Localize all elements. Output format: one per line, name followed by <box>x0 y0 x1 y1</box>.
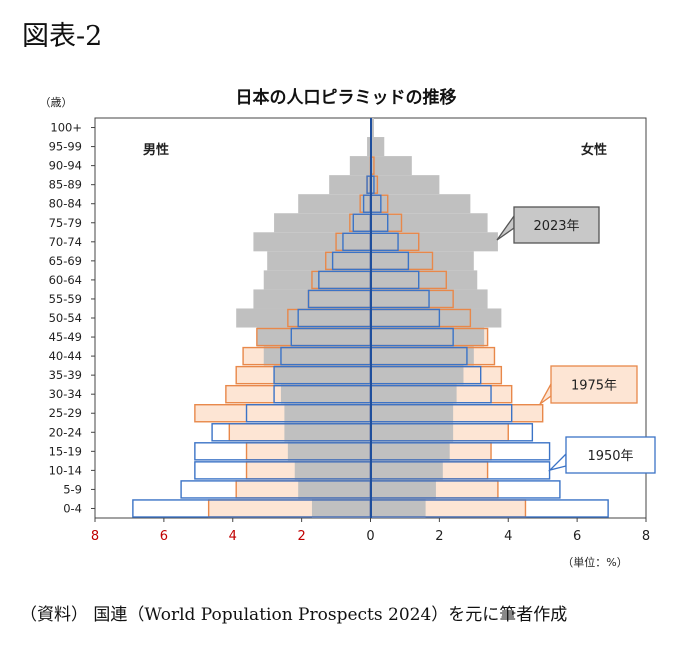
age-label-75-79: 75-79 <box>49 216 82 230</box>
x-tick-label: 4 <box>229 529 237 544</box>
age-label-30-34: 30-34 <box>49 387 82 401</box>
bar-2023年-male-5-9 <box>298 479 371 499</box>
population-pyramid-chart: 日本の人口ピラミッドの推移 （歳） 0-4 5-9 10-14 15-19 20-24 2… <box>40 87 656 569</box>
age-label-15-19: 15-19 <box>49 444 82 458</box>
bar-2023年-female-60-64 <box>370 270 478 290</box>
age-axis-label: （歳） <box>40 96 73 109</box>
age-label-5-9: 5-9 <box>63 482 82 496</box>
bar-2023年-female-100+ <box>370 118 374 138</box>
age-label-50-54: 50-54 <box>49 311 82 325</box>
x-tick-label: 2 <box>435 529 443 544</box>
x-tick-label: 2 <box>297 529 305 544</box>
callout-pointer-1975年 <box>539 383 552 405</box>
age-label-65-69: 65-69 <box>49 254 82 268</box>
age-label-95-99: 95-99 <box>49 140 82 154</box>
bar-2023年-female-85-89 <box>370 175 440 195</box>
age-label-80-84: 80-84 <box>49 197 82 211</box>
callout-box-2023年 <box>513 206 600 244</box>
age-label-55-59: 55-59 <box>49 292 82 306</box>
x-tick-label: 6 <box>573 529 581 544</box>
bar-2023年-female-70-74 <box>370 232 498 252</box>
age-label-0-4: 0-4 <box>63 501 82 515</box>
bar-2023年-female-5-9 <box>370 479 436 499</box>
bar-2023年-male-40-44 <box>263 346 371 366</box>
bar-2023年-female-0-4 <box>370 498 426 518</box>
bar-2023年-female-15-19 <box>370 441 450 461</box>
bar-2023年-female-10-14 <box>370 460 443 480</box>
unit-label: （単位：%） <box>562 555 627 569</box>
bar-2023年-male-55-59 <box>253 289 371 309</box>
callout-pointer-1950年 <box>547 452 567 472</box>
bar-2023年-male-70-74 <box>253 232 371 252</box>
callout-label-1950年: 1950年 <box>587 449 633 464</box>
bar-2023年-female-25-29 <box>370 403 454 423</box>
bar-2023年-female-20-24 <box>370 422 454 442</box>
age-label-100+: 100+ <box>50 121 82 135</box>
bar-2023年-male-75-79 <box>274 213 371 233</box>
bar-2023年-male-95-99 <box>367 137 371 157</box>
bar-2023年-female-40-44 <box>370 346 474 366</box>
bar-2023年-female-90-94 <box>370 156 412 176</box>
bar-2023年-male-50-54 <box>236 308 371 328</box>
bar-2023年-male-45-49 <box>256 327 371 347</box>
age-label-40-44: 40-44 <box>49 349 82 363</box>
bar-2023年-female-35-39 <box>370 365 464 385</box>
age-label-90-94: 90-94 <box>49 159 82 173</box>
bar-2023年-male-60-64 <box>263 270 371 290</box>
bar-2023年-male-30-34 <box>280 384 371 404</box>
age-label-70-74: 70-74 <box>49 235 82 249</box>
x-tick-label: 6 <box>160 529 168 544</box>
bar-2023年-male-0-4 <box>311 498 371 518</box>
bar-2023年-male-10-14 <box>294 460 371 480</box>
bar-2023年-male-80-84 <box>298 194 371 214</box>
bar-2023年-male-25-29 <box>284 403 371 423</box>
bar-2023年-male-90-94 <box>349 156 371 176</box>
chart-title: 日本の人口ピラミッドの推移 <box>236 87 457 108</box>
bar-2023年-male-35-39 <box>274 365 371 385</box>
callout-label-1975年: 1975年 <box>571 379 617 394</box>
x-tick-label: 0 <box>366 529 374 544</box>
x-tick-label: 8 <box>91 529 99 544</box>
callout-box-1950年 <box>565 436 656 474</box>
bar-2023年-male-15-19 <box>287 441 371 461</box>
bar-2023年-female-95-99 <box>370 137 385 157</box>
bar-2023年-male-65-69 <box>267 251 371 271</box>
bar-2023年-female-30-34 <box>370 384 457 404</box>
age-label-10-14: 10-14 <box>49 463 82 477</box>
callout-pointer-2023年 <box>496 213 515 241</box>
age-label-60-64: 60-64 <box>49 273 82 287</box>
age-label-35-39: 35-39 <box>49 368 82 382</box>
age-label-25-29: 25-29 <box>49 406 82 420</box>
age-label-45-49: 45-49 <box>49 330 82 344</box>
age-label-20-24: 20-24 <box>49 425 82 439</box>
age-label-85-89: 85-89 <box>49 178 82 192</box>
bar-2023年-female-50-54 <box>370 308 502 328</box>
x-tick-label: 8 <box>642 529 650 544</box>
callout-box-1975年 <box>550 365 638 404</box>
callout-label-2023年: 2023年 <box>533 219 579 234</box>
bar-2023年-male-20-24 <box>284 422 371 442</box>
bar-2023年-female-65-69 <box>370 251 474 271</box>
male-label: 男性 <box>143 142 169 158</box>
bar-2023年-male-85-89 <box>329 175 371 195</box>
source-note: （資料） 国連（World Population Prospects 2024）… <box>20 605 568 625</box>
bar-2023年-female-80-84 <box>370 194 471 214</box>
female-label: 女性 <box>581 142 607 158</box>
bar-2023年-female-75-79 <box>370 213 488 233</box>
x-tick-label: 4 <box>504 529 512 544</box>
figure-label: 図表-2 <box>22 21 103 52</box>
bar-2023年-female-45-49 <box>370 327 485 347</box>
